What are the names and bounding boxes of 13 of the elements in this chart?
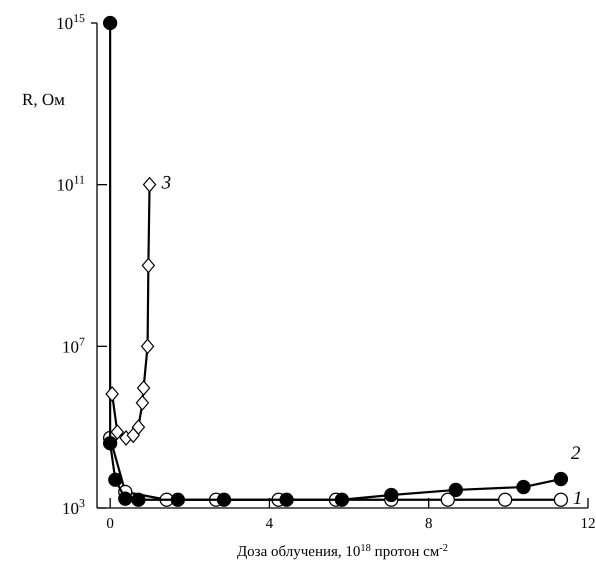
- x-tick-label: 4: [266, 516, 274, 532]
- series-label: 2: [570, 443, 581, 464]
- y-tick-label: 10$^{3}$: [62, 496, 86, 518]
- y-tick-label: 10$^{11}$: [56, 172, 86, 195]
- series-label: 3: [160, 172, 172, 194]
- x-axis-title: Доза облучения, 10$^{18}$ протон см$^{-2}$: [236, 542, 448, 560]
- y-tick-label: 10$^{7}$: [62, 334, 86, 356]
- y-axis-title: R, Ом: [22, 90, 66, 109]
- x-tick-label: 0: [106, 516, 114, 532]
- x-tick-label: 8: [424, 516, 432, 532]
- y-tick-label: 10$^{15}$: [56, 11, 86, 33]
- x-tick-label: 12: [580, 516, 596, 532]
- series-label: 1: [572, 488, 582, 509]
